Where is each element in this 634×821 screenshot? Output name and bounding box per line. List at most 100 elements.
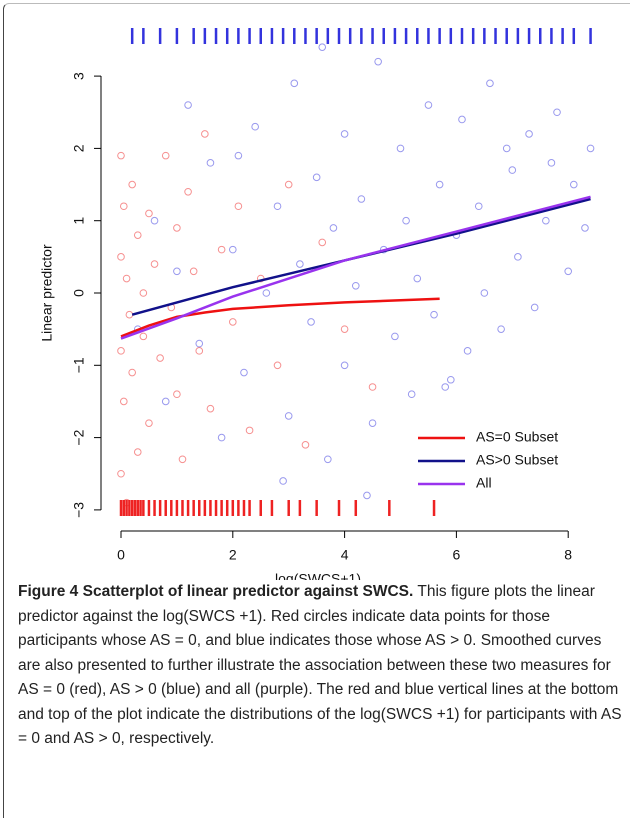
point: [424, 101, 433, 109]
point: [374, 57, 382, 66]
y-tick-label: −2: [71, 429, 87, 445]
point: [296, 260, 304, 268]
x-tick-label: 2: [229, 547, 237, 563]
point: [458, 115, 466, 124]
caption: Figure 4 Scatterplot of linear predictor…: [18, 580, 622, 752]
point: [463, 347, 472, 355]
x-tick-label: 8: [564, 547, 572, 563]
y-tick-label: 1: [71, 217, 87, 225]
point: [173, 224, 181, 232]
smooth-curve: [120, 297, 440, 338]
point: [318, 238, 327, 247]
point: [564, 267, 573, 276]
point: [357, 195, 366, 203]
smooth-curve: [120, 195, 591, 340]
point: [122, 274, 131, 283]
point: [474, 202, 483, 211]
point: [125, 310, 134, 319]
point: [301, 441, 310, 449]
point: [284, 180, 293, 189]
point: [396, 144, 405, 153]
point: [318, 43, 327, 51]
y-tick-label: −3: [71, 502, 87, 518]
point: [525, 130, 533, 138]
point: [206, 159, 215, 167]
point: [178, 455, 187, 464]
point: [117, 469, 125, 478]
point: [133, 231, 142, 239]
point: [508, 166, 517, 174]
point: [480, 289, 489, 297]
legend-label: AS=0 Subset: [476, 429, 558, 445]
point: [273, 361, 282, 370]
point: [340, 361, 349, 370]
point: [329, 224, 338, 232]
point: [139, 332, 148, 341]
point: [217, 433, 226, 442]
point: [279, 477, 287, 485]
point: [514, 253, 522, 261]
point: [128, 368, 136, 377]
point: [312, 173, 321, 182]
point: [553, 108, 561, 117]
point: [402, 216, 410, 225]
y-tick-label: 0: [71, 289, 87, 297]
point: [542, 216, 550, 225]
point: [139, 289, 148, 297]
point: [340, 130, 349, 138]
point: [273, 202, 282, 211]
point: [119, 397, 128, 406]
point: [184, 187, 192, 196]
point: [340, 325, 349, 333]
point: [502, 144, 511, 153]
point: [119, 202, 128, 211]
point: [251, 122, 259, 131]
point: [486, 79, 494, 88]
point: [363, 491, 371, 500]
point: [413, 274, 422, 283]
caption-label: Figure 4: [18, 583, 79, 600]
point: [150, 260, 159, 268]
point: [407, 390, 416, 399]
point: [173, 390, 181, 399]
point: [234, 151, 243, 160]
point: [161, 397, 170, 406]
point: [447, 375, 455, 384]
point: [195, 339, 204, 348]
chart: log(SWCS+1) Linear predictor 0 2 4 6 8 −3 −2 −1…: [39, 28, 595, 580]
point: [547, 159, 556, 167]
y-tick-label: 2: [71, 144, 87, 152]
point: [195, 347, 204, 355]
legend-label: AS>0 Subset: [476, 452, 558, 468]
point: [229, 245, 237, 254]
point: [368, 383, 377, 391]
point: [117, 151, 125, 160]
point: [290, 79, 299, 88]
point: [368, 419, 377, 427]
point: [430, 310, 438, 319]
point: [234, 202, 243, 211]
point: [581, 224, 589, 232]
point: [156, 354, 164, 362]
caption-title: Scatterplot of linear predictor against …: [82, 583, 414, 600]
point: [145, 419, 153, 427]
figure-frame: [3, 3, 630, 818]
point: [133, 448, 142, 456]
legend-label: All: [476, 475, 492, 491]
point: [184, 101, 192, 109]
point: [145, 209, 153, 218]
point: [206, 404, 215, 413]
x-tick-label: 4: [341, 547, 349, 563]
point: [391, 332, 399, 341]
point: [284, 412, 293, 420]
point: [497, 325, 505, 333]
point: [530, 303, 539, 312]
point: [217, 245, 226, 254]
point: [128, 180, 136, 189]
point: [117, 347, 125, 355]
point: [189, 267, 198, 276]
point: [435, 180, 444, 189]
point: [173, 267, 181, 276]
point: [307, 318, 315, 326]
point: [150, 216, 159, 225]
